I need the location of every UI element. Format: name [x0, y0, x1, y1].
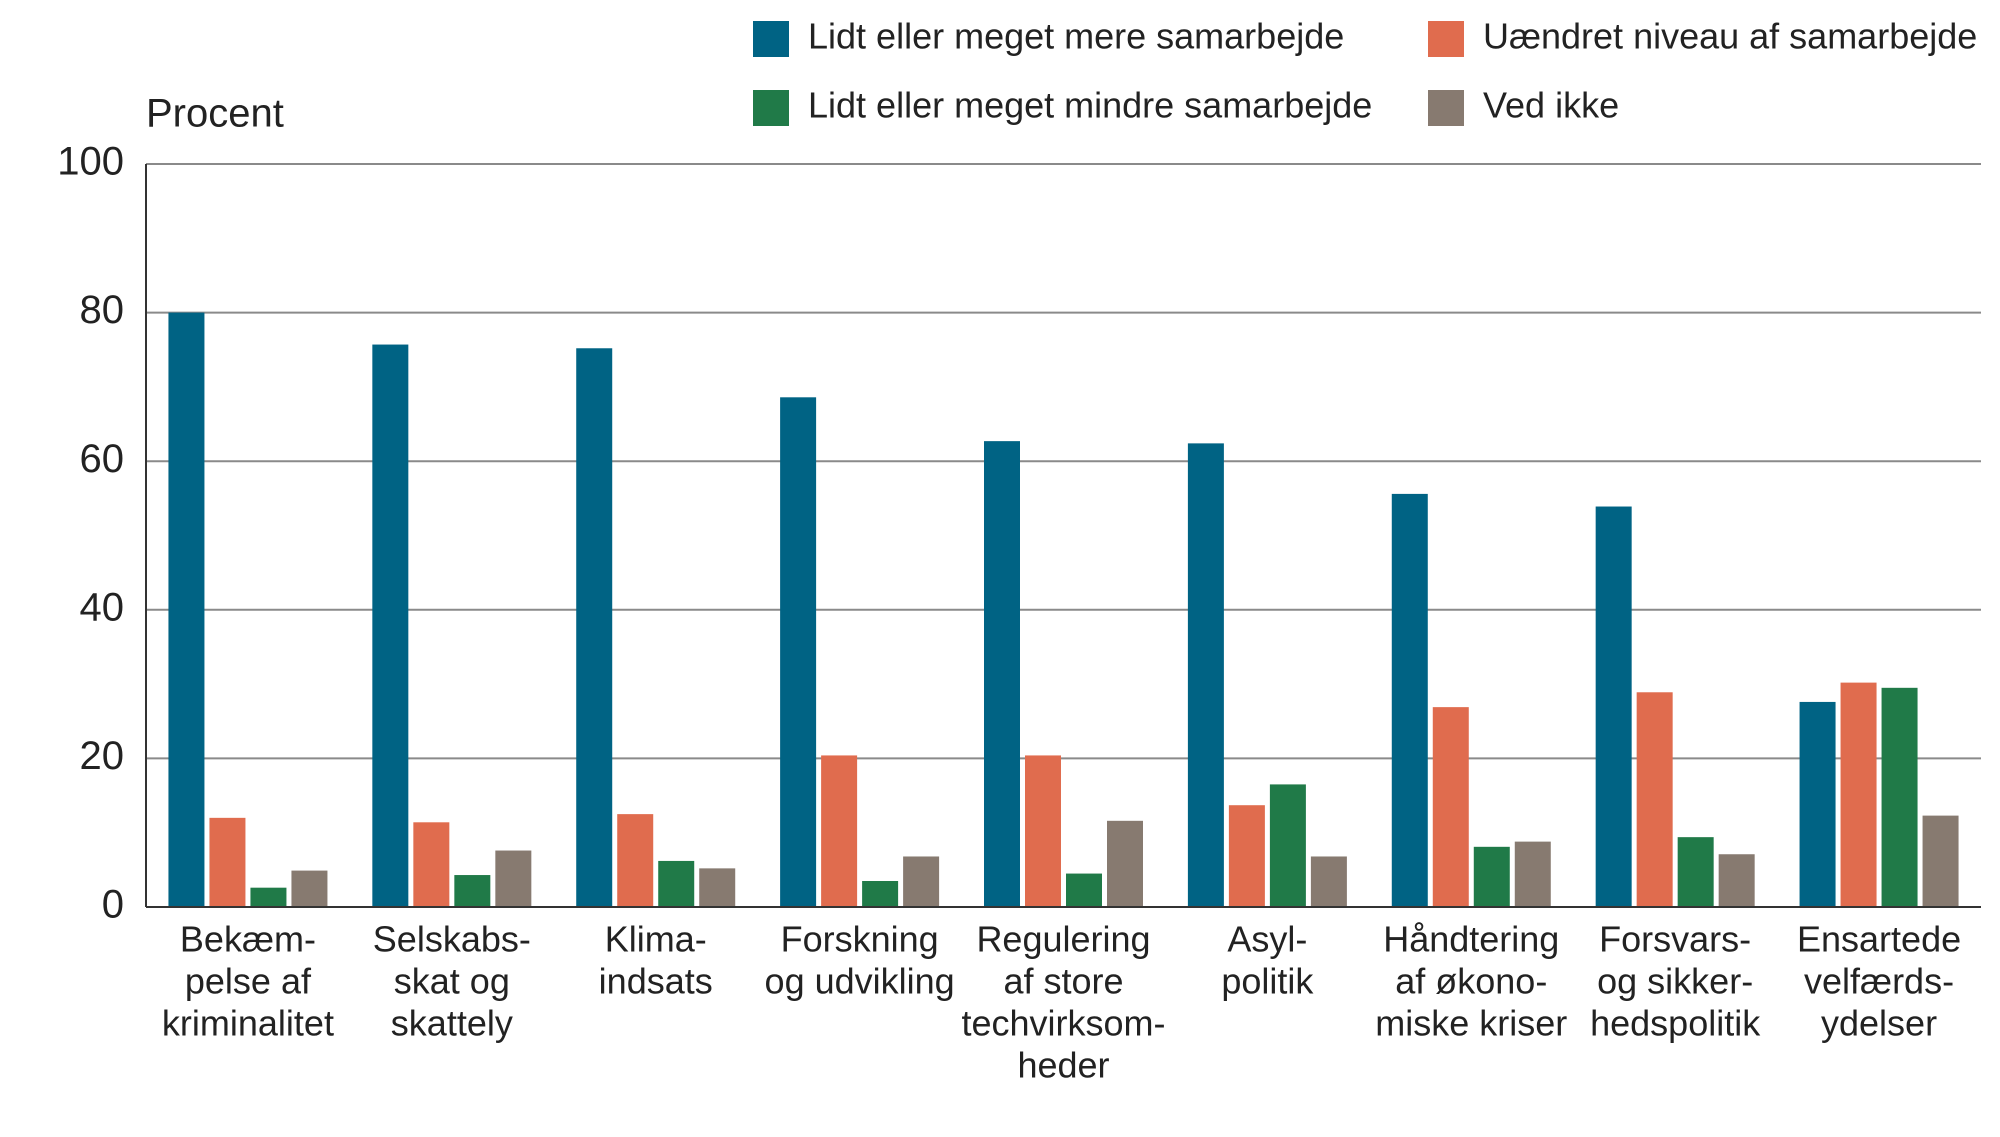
x-tick-label: Selskabs- [373, 919, 531, 960]
x-tick-label: pelse af [185, 961, 312, 1002]
y-axis-label: Procent [146, 92, 284, 136]
x-tick-label: skat og [394, 961, 510, 1002]
x-tick-label: politik [1221, 961, 1314, 1002]
bar [1799, 701, 1836, 907]
bar [984, 441, 1020, 907]
x-tick-label: velfærds- [1804, 961, 1954, 1002]
x-tick-label: Ensartede [1797, 919, 1961, 960]
bar [1677, 837, 1714, 907]
bar [1636, 692, 1673, 907]
bar [1840, 682, 1877, 907]
legend-label: Uændret niveau af samarbejde [1483, 16, 1977, 57]
bar [617, 814, 654, 907]
bar [1107, 820, 1143, 907]
bar [1473, 846, 1510, 907]
bar [1310, 856, 1347, 907]
legend-swatch [1428, 90, 1464, 126]
bar [1718, 854, 1755, 907]
x-tick-label: af økono- [1395, 961, 1547, 1002]
x-tick-label: Bekæm- [180, 919, 316, 960]
bar [1514, 841, 1551, 907]
y-tick-label: 40 [80, 585, 125, 629]
bar [168, 312, 205, 908]
bar [1228, 805, 1265, 907]
bar [1595, 506, 1632, 907]
y-tick-label: 80 [80, 288, 125, 332]
x-tick-label: Asyl- [1227, 919, 1307, 960]
x-tick-label: hedspolitik [1590, 1003, 1761, 1044]
bar [209, 817, 246, 907]
bar [1025, 755, 1061, 907]
bar [250, 887, 287, 907]
legend-swatch [753, 21, 789, 57]
legend-swatch [1428, 21, 1464, 57]
bar [454, 875, 491, 907]
bar [291, 870, 328, 907]
bar [413, 822, 450, 907]
legend-label: Lidt eller meget mere samarbejde [808, 16, 1344, 57]
bar [1922, 815, 1959, 907]
x-tick-label: skattely [391, 1003, 513, 1044]
x-tick-label: Håndtering [1383, 919, 1559, 960]
x-tick-label: Forskning [781, 919, 939, 960]
x-tick-label: af store [1003, 961, 1123, 1002]
bar [1066, 873, 1102, 907]
legend-label: Ved ikke [1483, 85, 1619, 126]
bar [495, 850, 532, 907]
bar [1881, 687, 1918, 907]
y-tick-label: 0 [102, 883, 124, 927]
x-tick-label: ydelser [1821, 1003, 1937, 1044]
y-tick-label: 100 [57, 140, 124, 184]
x-tick-label: miske kriser [1375, 1003, 1567, 1044]
bar [1432, 707, 1469, 907]
x-tick-label: Regulering [976, 919, 1150, 960]
y-tick-label: 20 [80, 734, 125, 778]
x-tick-label: Klima- [605, 919, 707, 960]
x-tick-label: indsats [599, 961, 713, 1002]
bar [372, 344, 409, 907]
bar [780, 397, 817, 907]
legend-label: Lidt eller meget mindre samarbejde [808, 85, 1372, 126]
bar [821, 755, 858, 907]
x-tick-label: og udvikling [765, 961, 955, 1002]
bar [1187, 443, 1224, 907]
x-tick-label: kriminalitet [162, 1003, 334, 1044]
bar [1269, 784, 1306, 907]
x-tick-label: Forsvars- [1599, 919, 1751, 960]
x-tick-label: heder [1017, 1045, 1109, 1086]
bar [862, 880, 899, 907]
bar [576, 348, 613, 907]
bar [903, 856, 940, 907]
y-tick-label: 60 [80, 437, 125, 481]
bar [1391, 493, 1428, 907]
x-tick-label: og sikker- [1597, 961, 1753, 1002]
bar [658, 860, 695, 907]
x-tick-label: techvirksom- [961, 1003, 1165, 1044]
bar [699, 868, 736, 907]
legend-swatch [753, 90, 789, 126]
